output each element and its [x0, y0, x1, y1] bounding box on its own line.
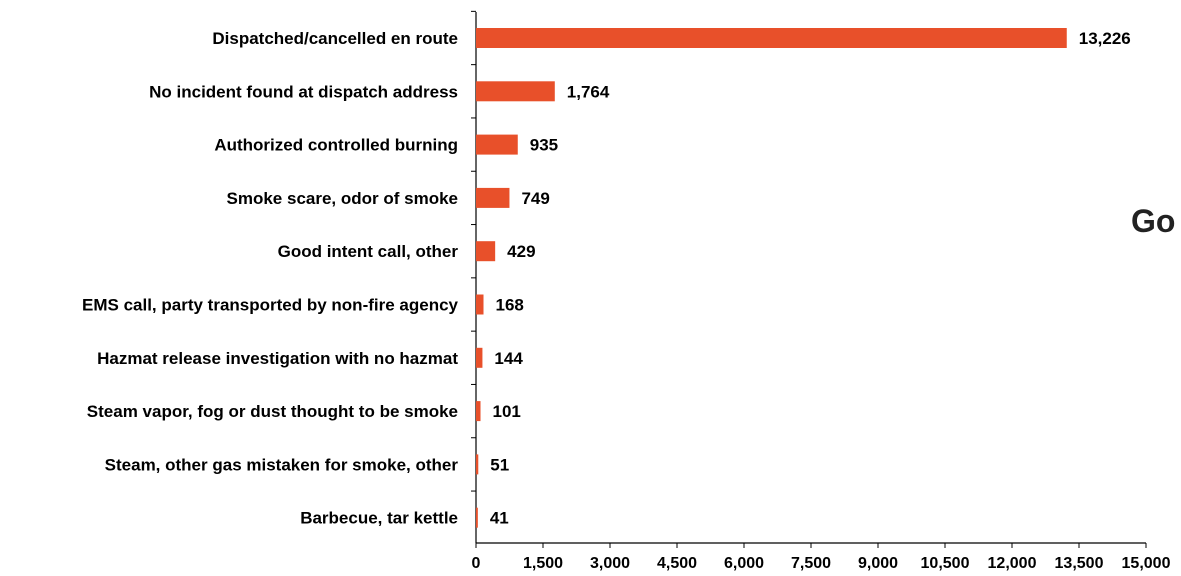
data-label: 51 — [490, 455, 509, 474]
x-tick-label: 0 — [472, 555, 481, 572]
category-label: Authorized controlled burning — [214, 136, 458, 155]
category-label: Smoke scare, odor of smoke — [227, 189, 458, 208]
x-tick-label: 1,500 — [523, 555, 563, 572]
bar — [476, 294, 484, 315]
category-label: Hazmat release investigation with no haz… — [97, 349, 458, 368]
x-tick-label: 4,500 — [657, 555, 697, 572]
x-tick-label: 10,500 — [921, 555, 970, 572]
x-tick-label: 7,500 — [791, 555, 831, 572]
x-tick-label: 9,000 — [858, 555, 898, 572]
bar — [476, 187, 510, 208]
category-label: Steam vapor, fog or dust thought to be s… — [87, 402, 458, 421]
data-label: 13,226 — [1079, 29, 1131, 48]
category-label: Steam, other gas mistaken for smoke, oth… — [105, 455, 459, 474]
bar — [476, 28, 1067, 48]
bar — [476, 241, 496, 262]
data-label: 429 — [507, 242, 535, 261]
cropped-side-text: Go — [1131, 203, 1176, 239]
x-tick-label: 3,000 — [590, 555, 630, 572]
x-tick-label: 12,000 — [988, 555, 1037, 572]
bar — [476, 347, 483, 368]
bar — [476, 134, 518, 155]
x-tick-label: 15,000 — [1122, 555, 1171, 572]
x-tick-label: 6,000 — [724, 555, 764, 572]
category-label: Good intent call, other — [278, 242, 459, 261]
bar — [476, 454, 479, 475]
data-label: 101 — [493, 402, 521, 421]
category-label: EMS call, party transported by non-fire … — [82, 296, 459, 315]
data-label: 1,764 — [567, 82, 610, 101]
data-label: 749 — [521, 189, 549, 208]
bar — [476, 507, 478, 528]
data-label: 935 — [530, 136, 558, 155]
category-label: Dispatched/cancelled en route — [212, 29, 458, 48]
data-label: 41 — [490, 509, 509, 528]
bar — [476, 401, 481, 422]
data-label: 168 — [496, 296, 524, 315]
bar — [476, 81, 555, 102]
data-label: 144 — [494, 349, 523, 368]
x-tick-label: 13,500 — [1055, 555, 1104, 572]
category-label: Barbecue, tar kettle — [300, 509, 458, 528]
category-label: No incident found at dispatch address — [149, 82, 458, 101]
